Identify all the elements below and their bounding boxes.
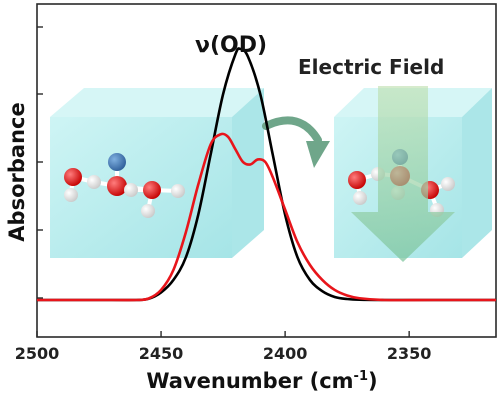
series-line-black: [36, 47, 496, 302]
electric-field-annotation-label: Electric Field: [298, 55, 444, 79]
electric-field-arrow-icon: [351, 86, 455, 262]
plot-frame: [36, 3, 497, 338]
curved-transition-arrow-icon: [262, 116, 330, 168]
x-tick-label: 2400: [263, 344, 308, 363]
left-water-cluster-illustration: [50, 88, 264, 258]
x-tick-label: 2450: [139, 344, 184, 363]
x-tick-label: 2350: [387, 344, 432, 363]
x-tick-label: 2500: [15, 344, 60, 363]
y-axis-ticks: [37, 26, 43, 299]
peak-annotation-label: ν(OD): [195, 33, 267, 58]
y-axis-label: Absorbance: [5, 102, 29, 241]
series-line-red: [36, 132, 496, 302]
spectra-series: [36, 47, 496, 302]
x-axis-label-superscript: -1: [354, 369, 368, 384]
x-axis-label: Wavenumber (cm-1): [146, 369, 377, 393]
x-axis-ticks: 2500 2450 2400 2350: [15, 331, 432, 363]
